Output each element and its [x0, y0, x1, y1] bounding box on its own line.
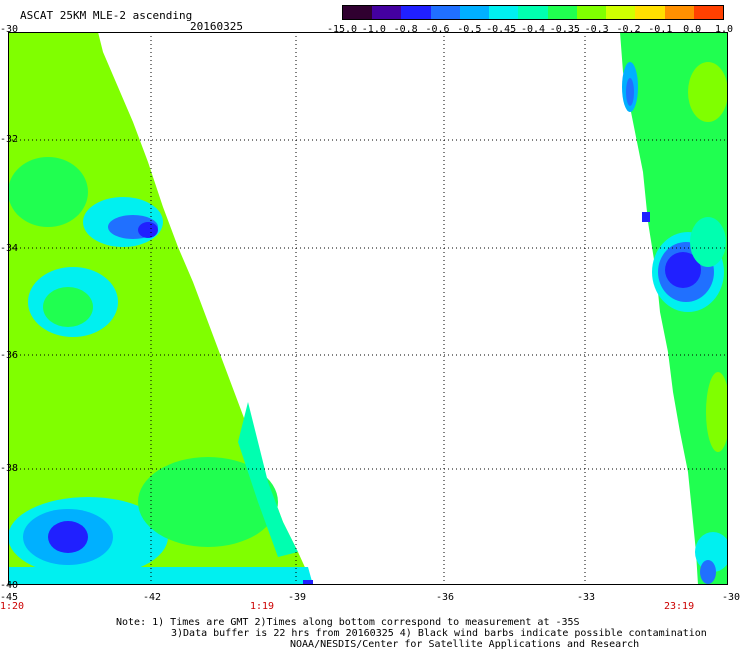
x-tick-label: -33 [577, 592, 596, 603]
y-tick-label: -38 [0, 463, 19, 474]
colorbar-label: -0.35 [549, 24, 580, 35]
map-plot [8, 32, 728, 585]
colorbar-label: -1.0 [361, 24, 386, 35]
colorbar-swatch [547, 6, 577, 19]
colorbar-swatch [372, 6, 402, 19]
map-date: 20160325 [190, 20, 243, 33]
colorbar-label: 1.0 [714, 24, 734, 35]
colorbar-swatch [401, 6, 431, 19]
colorbar-label: 0.0 [683, 24, 702, 35]
colorbar-label: -0.8 [393, 24, 418, 35]
colorbar-label: -15.0 [326, 24, 358, 35]
note-line: 3)Data buffer is 22 hrs from 20160325 4)… [171, 628, 707, 639]
y-tick-label: -30 [0, 24, 19, 35]
colorbar-swatch [430, 6, 460, 19]
x-tick-label: -42 [143, 592, 162, 603]
colorbar-swatch [518, 6, 548, 19]
swath-patch [688, 62, 728, 122]
swath-patch [690, 217, 726, 267]
colorbar-label: -0.6 [425, 24, 450, 35]
colorbar-swatch [489, 6, 519, 19]
note-line: NOAA/NESDIS/Center for Satellite Applica… [290, 639, 640, 650]
colorbar [342, 5, 724, 20]
left-swath [8, 32, 313, 585]
swath-patch [665, 252, 701, 288]
swath-patch [138, 457, 278, 547]
note-line: Note: 1) Times are GMT 2)Times along bot… [116, 617, 580, 628]
swath-patch [626, 78, 634, 106]
colorbar-label: -0.45 [486, 24, 517, 35]
time-label: 23:19 [664, 601, 695, 612]
graticule [8, 32, 728, 585]
swath-patch [695, 532, 728, 572]
colorbar-label: -0.2 [616, 24, 641, 35]
colorbar-label: -0.1 [648, 24, 673, 35]
colorbar-swatch [606, 6, 636, 19]
time-label: 1:19 [250, 601, 275, 612]
swath-patch [8, 157, 88, 227]
colorbar-swatch [459, 6, 490, 19]
x-tick-label: -30 [722, 592, 740, 603]
x-tick-label: -39 [288, 592, 307, 603]
swath-patch [700, 560, 716, 584]
swath-edge [238, 402, 298, 557]
swath-patch [43, 287, 93, 327]
swath-edge [8, 567, 313, 585]
colorbar-label: -0.4 [520, 24, 546, 35]
colorbar-swatch [635, 6, 665, 19]
map-title: ASCAT 25KM MLE-2 ascending [20, 9, 193, 22]
colorbar-label: -0.5 [457, 24, 482, 35]
y-tick-label: -34 [0, 243, 19, 254]
time-label: 1:20 [0, 601, 25, 612]
colorbar-swatch [343, 6, 373, 19]
colorbar-swatch [576, 6, 607, 19]
colorbar-swatch [664, 6, 694, 19]
colorbar-swatch [693, 6, 724, 19]
x-tick-label: -36 [436, 592, 455, 603]
y-tick-label: -36 [0, 350, 19, 361]
swath-patch [706, 372, 728, 452]
plot-frame [8, 32, 728, 585]
y-tick-label: -32 [0, 134, 19, 145]
y-tick-label: -40 [0, 580, 19, 591]
swath-patch [138, 222, 158, 238]
colorbar-label: -0.3 [584, 24, 609, 35]
x-tick-label: -45 [0, 592, 19, 603]
swath-patch [48, 521, 88, 553]
